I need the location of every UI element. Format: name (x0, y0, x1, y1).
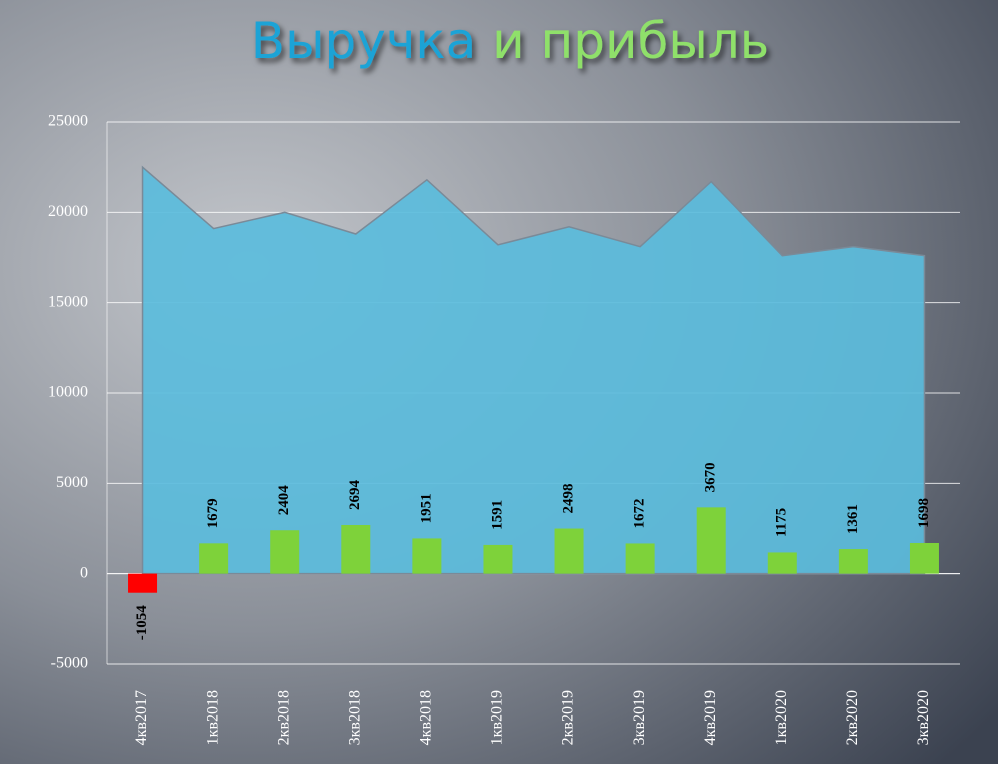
value-label: -1054 (134, 605, 150, 640)
y-tick-label: 5000 (56, 474, 88, 491)
bar (270, 530, 300, 574)
x-tick-label: 3кв2018 (346, 690, 363, 745)
value-label: 2498 (560, 484, 576, 514)
bar (483, 544, 513, 574)
bar (696, 507, 726, 574)
bar (199, 543, 229, 574)
x-tick-label: 1кв2019 (489, 690, 506, 745)
y-tick-label: 0 (80, 564, 88, 581)
x-tick-label: 1кв2020 (773, 690, 790, 745)
x-tick-label: 2кв2018 (275, 690, 292, 745)
x-tick-label: 4кв2018 (418, 690, 435, 745)
value-label: 1672 (632, 498, 648, 528)
y-tick-label: -5000 (51, 655, 88, 672)
y-tick-label: 10000 (48, 384, 88, 401)
bar (909, 542, 939, 574)
bar (128, 573, 158, 593)
x-tick-label: 4кв2019 (702, 690, 719, 745)
bar (625, 543, 655, 574)
value-label: 1361 (845, 504, 861, 534)
y-tick-label: 15000 (48, 293, 88, 310)
value-label: 2404 (276, 485, 292, 515)
x-tick-label: 4кв2017 (133, 690, 150, 745)
x-tick-label: 1кв2018 (204, 690, 221, 745)
chart-title: Выручка и прибыль (251, 12, 769, 70)
bar (767, 552, 797, 574)
x-tick-label: 3кв2019 (631, 690, 648, 745)
value-label: 1698 (916, 498, 932, 528)
x-tick-label: 3кв2020 (915, 690, 932, 745)
value-label: 2694 (347, 479, 363, 510)
x-tick-label: 2кв2020 (844, 690, 861, 745)
value-label: 1591 (489, 500, 505, 530)
title-part: и прибыль (492, 12, 769, 70)
value-label: 1951 (418, 493, 434, 523)
y-tick-label: 25000 (48, 113, 88, 130)
x-tick-label: 2кв2019 (560, 690, 577, 745)
bar (838, 549, 868, 574)
value-label: 1679 (205, 498, 221, 528)
bar (341, 524, 371, 574)
bar (554, 528, 584, 574)
value-label: 1175 (774, 508, 790, 537)
area (141, 165, 926, 575)
bar (412, 538, 442, 574)
value-label: 3670 (703, 462, 719, 492)
title-part: Выручка (251, 12, 477, 70)
y-tick-label: 20000 (48, 203, 88, 220)
